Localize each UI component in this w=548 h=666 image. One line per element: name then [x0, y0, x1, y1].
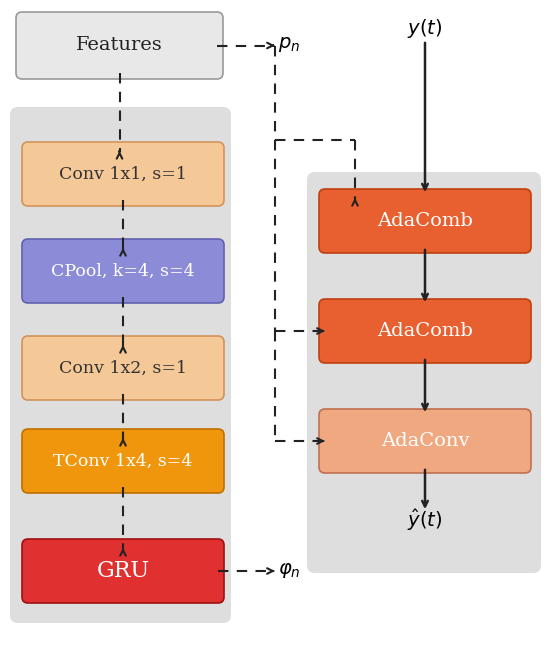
- FancyBboxPatch shape: [22, 142, 224, 206]
- FancyBboxPatch shape: [22, 539, 224, 603]
- Text: Conv 1x2, s=1: Conv 1x2, s=1: [59, 360, 187, 376]
- Text: AdaComb: AdaComb: [377, 322, 473, 340]
- FancyBboxPatch shape: [307, 172, 541, 573]
- FancyBboxPatch shape: [22, 239, 224, 303]
- Text: TConv 1x4, s=4: TConv 1x4, s=4: [53, 452, 193, 470]
- Text: AdaComb: AdaComb: [377, 212, 473, 230]
- FancyBboxPatch shape: [10, 107, 231, 623]
- FancyBboxPatch shape: [22, 429, 224, 493]
- Text: Conv 1x1, s=1: Conv 1x1, s=1: [59, 165, 187, 182]
- Text: $y(t)$: $y(t)$: [407, 17, 443, 39]
- FancyBboxPatch shape: [319, 409, 531, 473]
- Text: AdaConv: AdaConv: [381, 432, 469, 450]
- Text: $\hat{y}(t)$: $\hat{y}(t)$: [407, 507, 443, 533]
- Text: GRU: GRU: [96, 560, 150, 582]
- Text: Features: Features: [76, 37, 163, 55]
- Text: $p_n$: $p_n$: [278, 35, 300, 55]
- Text: CPool, k=4, s=4: CPool, k=4, s=4: [51, 262, 195, 280]
- FancyBboxPatch shape: [22, 336, 224, 400]
- Text: $\varphi_n$: $\varphi_n$: [278, 561, 301, 581]
- FancyBboxPatch shape: [16, 12, 223, 79]
- FancyBboxPatch shape: [319, 299, 531, 363]
- FancyBboxPatch shape: [319, 189, 531, 253]
